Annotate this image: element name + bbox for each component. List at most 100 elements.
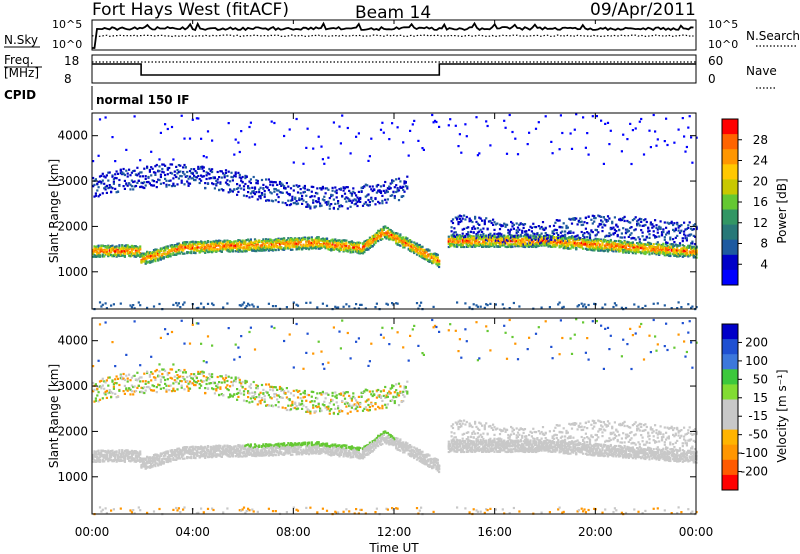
scatter-cell bbox=[363, 245, 366, 248]
scatter-cell bbox=[119, 169, 122, 172]
scatter-cell bbox=[348, 240, 351, 244]
scatter-cell bbox=[144, 262, 147, 265]
scatter-cell bbox=[223, 244, 226, 247]
scatter-cell bbox=[155, 186, 158, 189]
scatter-cell bbox=[262, 238, 265, 241]
scatter-cell bbox=[540, 244, 543, 247]
scatter-cell bbox=[449, 243, 452, 246]
scatter-cell bbox=[641, 231, 644, 234]
scatter-cell bbox=[425, 255, 428, 258]
scatter-cell bbox=[554, 221, 557, 224]
scatter-cell bbox=[107, 179, 110, 182]
scatter-cell bbox=[184, 243, 187, 246]
scatter-cell bbox=[572, 241, 575, 244]
scatter-cell bbox=[648, 129, 651, 132]
scatter-cell bbox=[662, 246, 665, 249]
scatter-cell bbox=[182, 252, 185, 255]
scatter-cell bbox=[379, 228, 383, 231]
scatter-cell bbox=[298, 246, 301, 249]
radar-title: Fort Hays West (fitACF) bbox=[92, 0, 289, 20]
scatter-cell bbox=[629, 233, 632, 236]
scatter-cell bbox=[287, 199, 290, 202]
scatter-cell bbox=[536, 244, 539, 247]
scatter-cell bbox=[620, 218, 623, 222]
scatter-cell bbox=[514, 245, 517, 248]
scatter-cell bbox=[244, 248, 247, 251]
scatter-cell bbox=[461, 232, 464, 235]
scatter-cell bbox=[349, 248, 352, 251]
scatter-cell bbox=[406, 244, 409, 247]
scatter-cell bbox=[575, 217, 578, 220]
scatter-cell bbox=[415, 250, 419, 253]
scatter-cell bbox=[392, 190, 395, 193]
scatter-cell bbox=[593, 238, 596, 241]
scatter-cell bbox=[337, 239, 340, 242]
scatter-cell bbox=[695, 226, 698, 229]
scatter-cell bbox=[112, 246, 115, 249]
scatter-cell bbox=[98, 175, 102, 178]
scatter-cell bbox=[385, 191, 388, 194]
scatter-cell bbox=[249, 192, 252, 195]
scatter-cell bbox=[324, 201, 327, 204]
scatter-cell bbox=[403, 240, 406, 243]
scatter-cell bbox=[137, 172, 140, 175]
scatter-cell bbox=[161, 252, 164, 256]
scatter-cell bbox=[555, 242, 558, 245]
scatter-cell bbox=[180, 249, 183, 252]
scatter-cell bbox=[357, 252, 360, 255]
scatter-cell bbox=[518, 245, 521, 248]
scatter-cell bbox=[648, 236, 651, 239]
scatter-cell bbox=[424, 253, 427, 256]
scatter-cell bbox=[150, 258, 153, 261]
scatter-cell bbox=[479, 236, 482, 239]
scatter-cell bbox=[695, 249, 698, 253]
scatter-cell bbox=[447, 124, 450, 127]
scatter-cell bbox=[226, 243, 229, 246]
scatter-cell bbox=[450, 226, 453, 229]
scatter-cell bbox=[332, 246, 335, 249]
scatter-cell bbox=[176, 245, 179, 249]
scatter-cell bbox=[601, 226, 604, 229]
scatter-cell bbox=[343, 245, 347, 248]
scatter-cell bbox=[281, 239, 284, 242]
scatter-cell bbox=[269, 238, 272, 241]
scatter-cell bbox=[373, 234, 376, 237]
scatter-cell bbox=[130, 249, 133, 252]
scatter-cell bbox=[175, 245, 178, 248]
scatter-cell bbox=[611, 220, 614, 223]
scatter-cell bbox=[505, 152, 509, 155]
scatter-cell bbox=[631, 244, 634, 247]
scatter-cell bbox=[194, 252, 197, 255]
scatter-cell bbox=[457, 237, 460, 240]
scatter-cell bbox=[598, 248, 601, 251]
scatter-cell bbox=[274, 245, 277, 248]
scatter-cell bbox=[115, 191, 118, 194]
scatter-cell bbox=[98, 193, 102, 196]
scatter-cell bbox=[618, 246, 621, 249]
scatter-cell bbox=[486, 243, 489, 246]
scatter-cell bbox=[205, 244, 208, 247]
scatter-cell bbox=[503, 235, 506, 238]
scatter-cell bbox=[229, 247, 232, 250]
scatter-cell bbox=[364, 244, 367, 247]
scatter-cell bbox=[654, 235, 657, 238]
scatter-cell bbox=[482, 234, 485, 237]
scatter-cell bbox=[597, 225, 600, 228]
scatter-cell bbox=[335, 239, 338, 243]
scatter-cell bbox=[104, 176, 107, 179]
scatter-cell bbox=[688, 221, 691, 224]
nsky-tick-bottom: 10^0 bbox=[52, 38, 82, 51]
scatter-cell bbox=[485, 236, 488, 240]
scatter-cell bbox=[391, 194, 394, 197]
scatter-cell bbox=[501, 244, 504, 247]
scatter-cell bbox=[432, 252, 435, 255]
scatter-cell bbox=[162, 252, 165, 255]
scatter-cell bbox=[467, 237, 470, 240]
scatter-cell bbox=[195, 241, 198, 244]
scatter-cell bbox=[352, 246, 355, 249]
scatter-cell bbox=[597, 239, 600, 242]
scatter-cell bbox=[119, 251, 122, 254]
scatter-cell bbox=[536, 233, 539, 236]
scatter-cell bbox=[200, 165, 203, 169]
scatter-cell bbox=[691, 242, 694, 245]
